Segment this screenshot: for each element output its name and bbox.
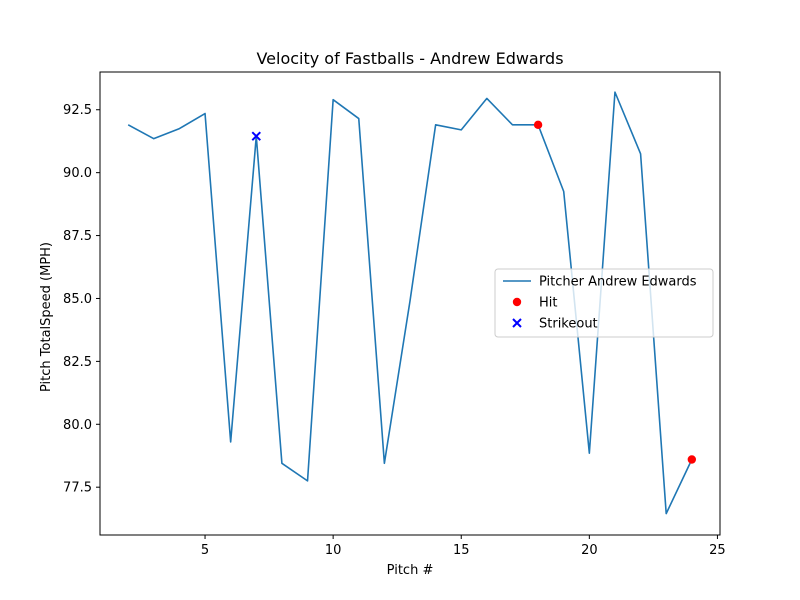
x-tick-label: 15 [453,543,470,558]
axes-frame [99,71,721,536]
y-axis-title: Pitch TotalSpeed (MPH) [39,242,54,392]
y-tick-label: 90.0 [63,166,92,181]
axes: 5 10 15 20 25 77.5 80.0 82.5 85.0 87.5 90.0 92.5 [63,71,726,558]
y-tick-label: 92.5 [63,103,92,118]
x-tick-label: 10 [325,543,342,558]
y-tick-label: 85.0 [63,292,92,307]
y-tick-label: 87.5 [63,229,92,244]
y-tick-label: 82.5 [63,355,92,370]
strikeout-point [251,131,261,141]
y-tick-label: 80.0 [63,418,92,433]
hit-point [687,455,697,464]
x-tick-label: 20 [581,543,598,558]
legend-label: Strikeout [539,317,598,332]
legend-label: Hit [539,296,557,311]
legend-label: Pitcher Andrew Edwards [539,275,697,290]
chart-title: Velocity of Fastballs - Andrew Edwards [256,49,563,68]
legend-strikeout-swatch [512,318,522,328]
legend-hit-swatch [512,297,522,307]
y-tick-label: 77.5 [63,481,92,496]
legend: Pitcher Andrew Edwards Hit Strikeout [494,268,714,338]
x-tick-label: 5 [201,543,209,558]
legend-box [494,268,714,338]
hit-point [533,120,543,130]
x-tick-label: 25 [709,543,726,558]
x-axis-title: Pitch # [387,563,434,578]
